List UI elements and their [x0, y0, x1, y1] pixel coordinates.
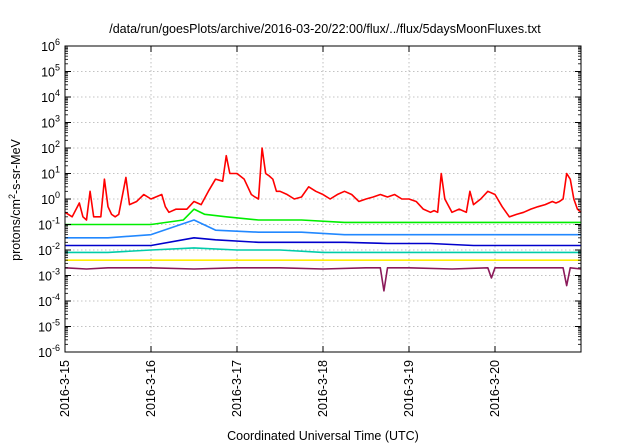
y-axis-label-rest: -s-sr-MeV [9, 138, 23, 194]
series-group [64, 147, 582, 292]
y-tick-exp: -4 [52, 292, 60, 302]
y-axis: 10-610-510-410-310-210-11001011021031041… [38, 37, 581, 360]
y-tick-exp: -3 [52, 267, 60, 277]
y-tick-exp: -2 [52, 241, 60, 251]
y-tick-exp: 2 [55, 139, 60, 149]
x-tick-label: 2016-3-17 [230, 360, 244, 417]
y-tick-label: 103 [41, 114, 60, 131]
y-tick-label: 101 [41, 165, 60, 182]
y-tick-label: 10-6 [38, 343, 60, 360]
y-axis-label: protons/cm2-s-sr-MeV [7, 138, 23, 260]
y-tick-base: 10 [41, 66, 55, 80]
series-line [65, 208, 581, 226]
y-tick-label: 104 [41, 88, 60, 105]
y-tick-label: 10-5 [38, 318, 60, 335]
y-tick-base: 10 [41, 142, 55, 156]
y-tick-label: 106 [41, 37, 60, 54]
y-axis-label-sup: 2 [7, 194, 17, 199]
y-tick-base: 10 [38, 321, 52, 335]
x-tick-label: 2016-3-18 [316, 360, 330, 417]
x-tick-label: 2016-3-19 [402, 360, 416, 417]
x-axis: 2016-3-15 2016-3-16 2016-3-17 2016-3-18 2016… [58, 46, 502, 417]
y-tick-label: 102 [41, 139, 60, 156]
y-tick-exp: 3 [55, 114, 60, 124]
y-tick-label: 105 [41, 63, 60, 80]
y-tick-exp: -5 [52, 318, 60, 328]
y-tick-label: 10-2 [38, 241, 60, 258]
y-tick-exp: 1 [55, 165, 60, 175]
y-tick-exp: 4 [55, 88, 60, 98]
series-line [65, 219, 581, 239]
chart-title: /data/run/goesPlots/archive/2016-03-20/2… [109, 22, 541, 36]
series-line [64, 147, 582, 221]
x-axis-label: Coordinated Universal Time (UTC) [227, 429, 419, 443]
y-tick-label: 100 [41, 190, 60, 207]
y-tick-base: 10 [41, 193, 55, 207]
y-tick-base: 10 [41, 91, 55, 105]
y-tick-label: 10-4 [38, 292, 60, 309]
y-tick-base: 10 [38, 270, 52, 284]
x-tick-label: 2016-3-16 [144, 360, 158, 417]
y-tick-base: 10 [38, 295, 52, 309]
y-tick-label: 10-3 [38, 267, 60, 284]
y-tick-exp: -6 [52, 343, 60, 353]
y-tick-base: 10 [41, 40, 55, 54]
y-tick-base: 10 [38, 219, 52, 233]
y-axis-label-base: protons/cm [9, 199, 23, 261]
y-tick-base: 10 [38, 244, 52, 258]
series-line [65, 237, 581, 247]
y-tick-base: 10 [41, 117, 55, 131]
y-tick-base: 10 [41, 168, 55, 182]
y-tick-exp: 6 [55, 37, 60, 47]
series-line [64, 267, 582, 292]
y-tick-exp: -1 [52, 216, 60, 226]
y-tick-exp: 5 [55, 63, 60, 73]
y-tick-base: 10 [38, 346, 52, 360]
y-tick-label: 10-1 [38, 216, 60, 233]
x-tick-label: 2016-3-20 [488, 360, 502, 417]
y-tick-exp: 0 [55, 190, 60, 200]
x-tick-label: 2016-3-15 [58, 360, 72, 417]
series-line [65, 247, 581, 254]
